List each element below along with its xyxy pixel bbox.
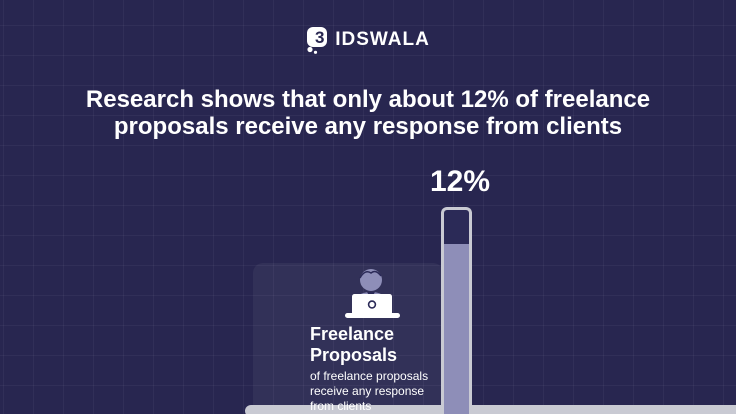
stat-card [253,263,443,405]
headline: Research shows that only about 12% of fr… [0,86,736,140]
bar-freelance-proposals [441,207,472,414]
bidswala-logo-mark-icon: 3 [307,27,328,54]
headline-line-1: Research shows that only about 12% of fr… [85,86,651,113]
stat-caption-line-1: of freelance proposals [310,369,429,383]
headline-line-2: proposals receive any response from clie… [113,113,623,140]
chart-baseline [245,405,736,414]
stat-title: Freelance Proposals [310,324,397,366]
bar-value-label: 12% [429,165,491,198]
logo-mark-glyph: 3 [315,28,324,47]
stat-title-line-2: Proposals [310,345,398,365]
freelancer-at-laptop-icon [345,269,400,318]
brand-logo: 3 IDSWALA [0,26,736,54]
stat-caption-line-3: from clients [310,399,372,413]
stat-caption-line-2: receive any response [310,384,425,398]
stat-caption: of freelance proposals receive any respo… [310,369,428,414]
brand-wordmark: IDSWALA [335,29,430,50]
stat-title-line-1: Freelance [310,324,395,344]
bar-fill [444,244,469,414]
